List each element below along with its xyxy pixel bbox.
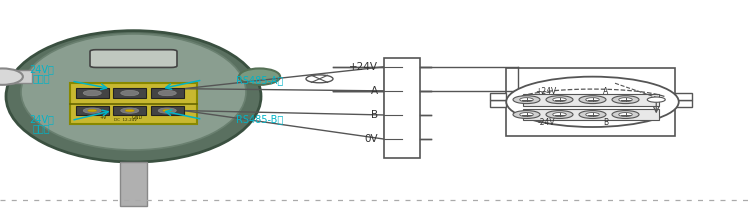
- Bar: [70, 83, 197, 124]
- Bar: [76, 106, 109, 115]
- Bar: [523, 94, 659, 106]
- Bar: [523, 109, 659, 120]
- Circle shape: [306, 75, 333, 83]
- Bar: [2, 70, 32, 83]
- Text: +24V: +24V: [349, 62, 378, 72]
- Circle shape: [83, 90, 101, 96]
- Circle shape: [647, 97, 665, 102]
- Text: +V: +V: [100, 115, 107, 120]
- Bar: [151, 88, 184, 98]
- Text: 源正极: 源正极: [32, 73, 50, 83]
- Ellipse shape: [6, 31, 261, 162]
- Circle shape: [586, 113, 599, 117]
- Circle shape: [553, 98, 566, 102]
- Bar: [490, 100, 506, 107]
- Circle shape: [553, 113, 566, 117]
- Circle shape: [579, 111, 606, 118]
- Text: 源负极: 源负极: [32, 123, 50, 133]
- Text: +24V: +24V: [536, 87, 556, 96]
- Text: 24V电: 24V电: [28, 64, 54, 74]
- Circle shape: [506, 77, 679, 127]
- Circle shape: [83, 108, 101, 113]
- Circle shape: [158, 90, 176, 96]
- FancyBboxPatch shape: [90, 50, 177, 67]
- Bar: [490, 93, 506, 100]
- Ellipse shape: [21, 34, 246, 150]
- Circle shape: [520, 98, 533, 102]
- Circle shape: [579, 96, 606, 104]
- Ellipse shape: [238, 68, 280, 85]
- Text: B: B: [370, 110, 378, 120]
- Bar: [113, 106, 146, 115]
- Circle shape: [612, 96, 639, 104]
- Text: A: A: [370, 86, 378, 96]
- Text: A: A: [603, 87, 609, 96]
- Circle shape: [612, 111, 639, 118]
- Circle shape: [619, 98, 632, 102]
- Circle shape: [121, 90, 139, 96]
- Bar: [113, 88, 146, 98]
- Bar: [120, 162, 147, 206]
- Circle shape: [513, 111, 540, 118]
- Bar: [151, 106, 184, 115]
- Text: 0V: 0V: [364, 134, 378, 144]
- Text: B: B: [604, 118, 608, 127]
- Text: -24V: -24V: [537, 118, 555, 127]
- Text: 24V电: 24V电: [28, 114, 54, 124]
- Circle shape: [513, 96, 540, 104]
- Circle shape: [163, 109, 172, 112]
- Circle shape: [88, 109, 97, 112]
- Text: DC  12-24V: DC 12-24V: [115, 118, 137, 122]
- Text: GND: GND: [132, 115, 142, 120]
- Circle shape: [158, 108, 176, 113]
- Text: RS485-B极: RS485-B极: [236, 114, 284, 124]
- Bar: [675, 93, 692, 100]
- Ellipse shape: [0, 68, 22, 85]
- Bar: [76, 88, 109, 98]
- Circle shape: [121, 108, 139, 113]
- Bar: [675, 100, 692, 107]
- Text: RS485-A极: RS485-A极: [236, 75, 284, 85]
- Circle shape: [546, 111, 573, 118]
- Circle shape: [619, 113, 632, 117]
- Circle shape: [520, 113, 533, 117]
- Bar: [506, 68, 675, 136]
- Circle shape: [586, 98, 599, 102]
- Bar: [384, 58, 420, 158]
- Circle shape: [546, 96, 573, 104]
- Circle shape: [125, 109, 134, 112]
